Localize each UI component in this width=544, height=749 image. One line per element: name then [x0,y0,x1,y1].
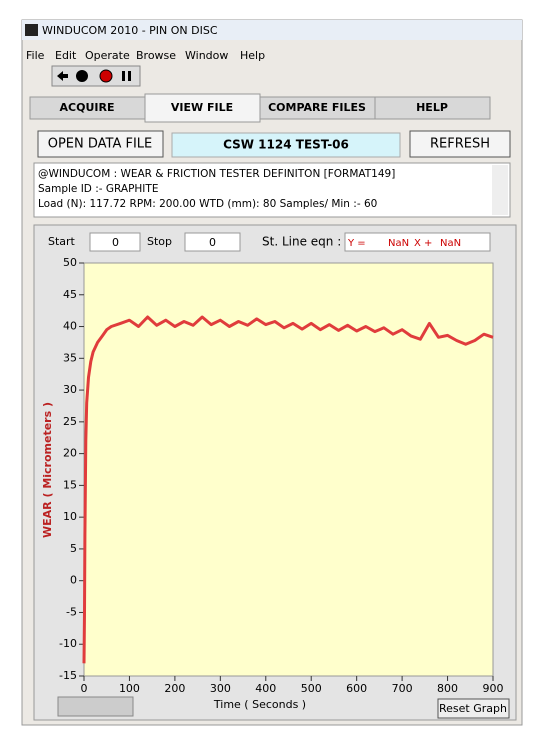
run-button[interactable] [57,71,68,81]
toolbar [51,65,141,87]
x-tick-label: 700 [392,682,413,695]
eqn-slope: NaN [388,238,409,249]
y-axis-label: WEAR ( Micrometers ) [41,402,54,538]
y-tick-label: -5 [66,605,77,618]
menu-item[interactable]: Edit [55,49,77,62]
run-continuous-button[interactable] [76,70,88,82]
stop-label: Stop [147,235,172,248]
y-tick-label: 20 [63,447,77,460]
y-tick-label: 50 [63,256,77,269]
y-tick-label: 10 [63,510,77,523]
x-tick-label: 800 [437,682,458,695]
y-tick-label: 0 [70,574,77,587]
refresh-button-label[interactable]: REFRESH [430,137,490,152]
reset-button[interactable] [437,698,510,719]
abort-button[interactable] [99,69,113,83]
pause-button[interactable] [128,71,131,81]
open-button[interactable] [37,130,164,158]
tab-label[interactable]: ACQUIRE [60,101,115,114]
y-tick-label: 25 [63,415,77,428]
y-tick-label: 40 [63,320,77,333]
graph-tools[interactable] [57,696,134,717]
y-tick-label: 5 [70,542,77,555]
pause-button[interactable] [122,71,125,81]
eqn-y: Y = [347,238,366,249]
start-value[interactable]: 0 [112,236,119,249]
menu-item[interactable]: Window [185,49,228,62]
window-title: WINDUCOM 2010 - PIN ON DISC [42,24,218,37]
x-tick-label: 0 [81,682,88,695]
start-input[interactable] [89,232,141,252]
x-tick-label: 400 [255,682,276,695]
x-tick-label: 900 [483,682,504,695]
file-name-box [171,132,401,158]
scrollbar[interactable] [492,165,508,215]
x-tick-label: 500 [301,682,322,695]
eqn-intercept: NaN [440,238,461,249]
menu-item[interactable]: Help [240,49,265,62]
y-tick-label: 15 [63,478,77,491]
y-tick-label: 35 [63,351,77,364]
data-line [82,315,494,664]
info-line: @WINDUCOM : WEAR & FRICTION TESTER DEFIN… [38,168,395,180]
title-bar [22,20,522,40]
start-label: Start [48,235,76,248]
eqn-x: X + [414,238,432,249]
eqn-box [344,232,491,252]
info-line: Load (N): 117.72 RPM: 200.00 WTD (mm): 8… [38,198,377,210]
refresh-button[interactable] [409,130,511,158]
eqn-label: St. Line eqn : [262,235,341,249]
x-tick-label: 200 [164,682,185,695]
reset-button-label[interactable]: Reset Graph [439,702,507,715]
x-tick-label: 600 [346,682,367,695]
menu-item[interactable]: Operate [85,49,130,62]
x-tick-label: 300 [210,682,231,695]
open-button-label[interactable]: OPEN DATA FILE [48,137,153,152]
menu-item[interactable]: Browse [136,49,176,62]
y-tick-label: -15 [59,669,77,682]
tab-bar: ACQUIRE VIEW FILE COMPARE FILES HELP [29,93,491,123]
tab[interactable] [374,96,491,120]
y-tick-label: 45 [63,288,77,301]
y-tick-label: 30 [63,383,77,396]
stop-value[interactable]: 0 [209,236,216,249]
stop-input[interactable] [184,232,241,252]
x-tick-label: 100 [119,682,140,695]
tab[interactable] [144,93,261,123]
info-line: Sample ID :- GRAPHITE [38,183,158,195]
tab-label[interactable]: VIEW FILE [171,101,233,114]
x-axis-label: Time ( Seconds ) [213,698,306,711]
info-box [33,162,511,218]
menu-item[interactable]: File [26,49,45,62]
app-icon [25,24,38,36]
tab-label[interactable]: COMPARE FILES [268,101,366,114]
menu-bar: File Edit Operate Browse Window Help [26,49,265,62]
tab-label[interactable]: HELP [416,101,448,114]
y-tick-label: -10 [59,637,77,650]
file-name: CSW 1124 TEST-06 [223,138,349,152]
